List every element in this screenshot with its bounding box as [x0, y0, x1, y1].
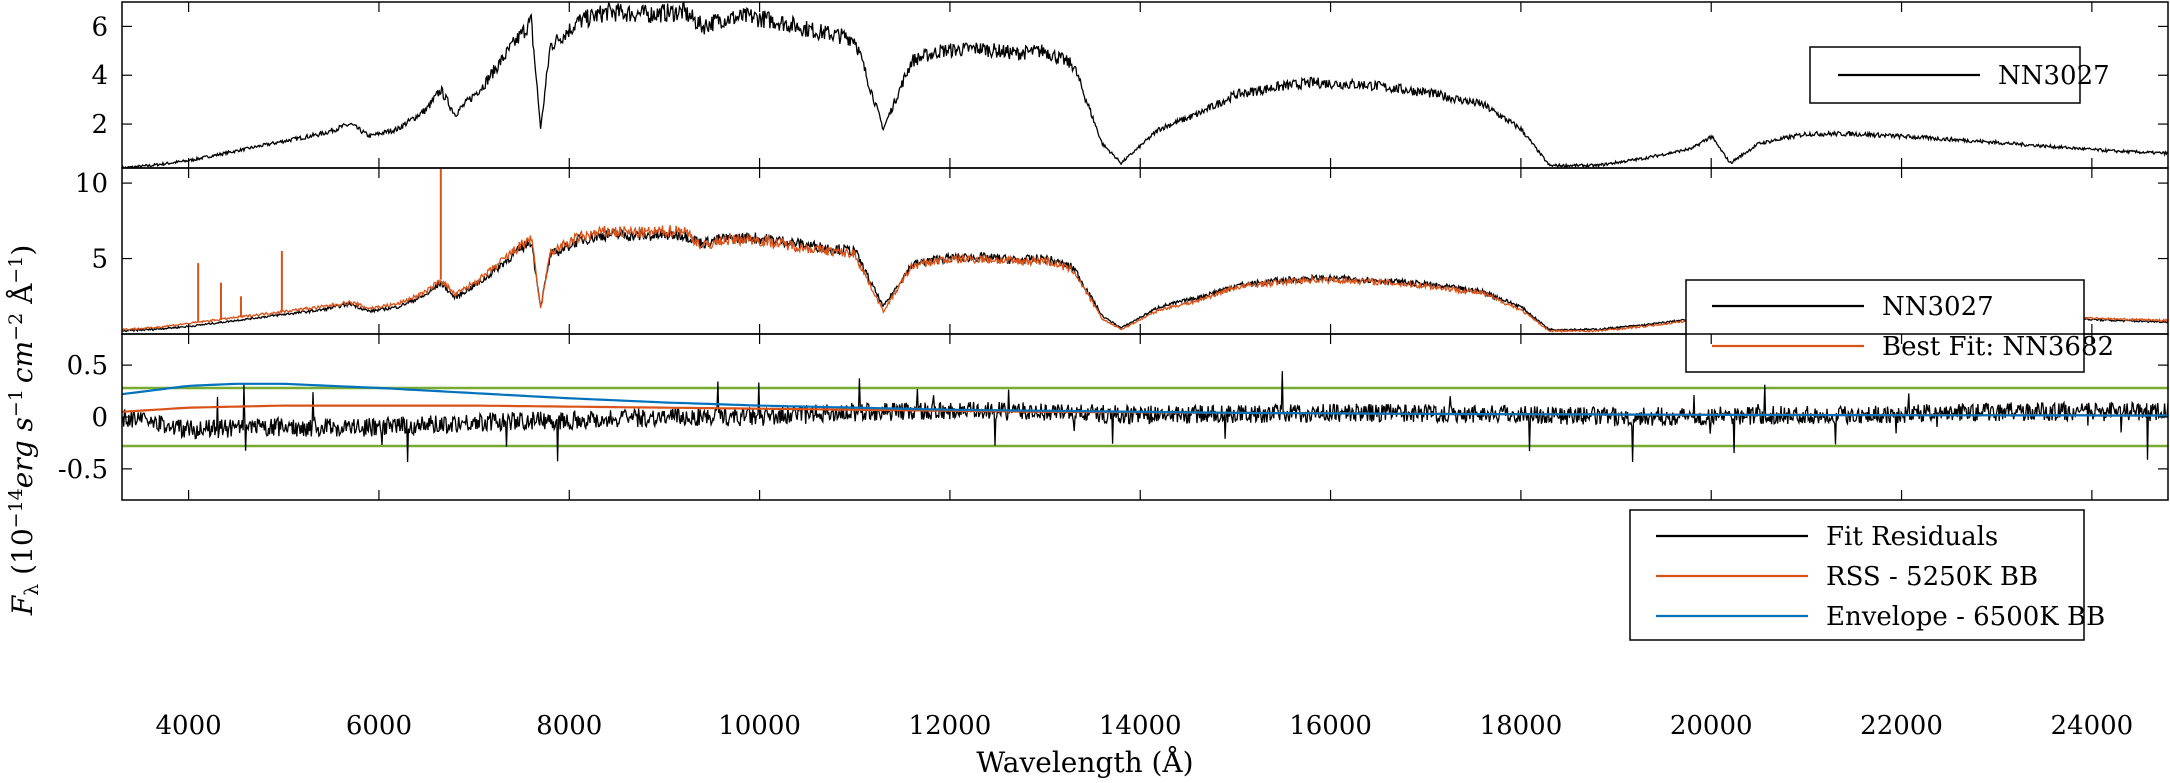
- x-tick-label: 20000: [1670, 711, 1753, 741]
- y-axis-label: Fλ (10−14erg s−1cm−2 Å−1): [5, 245, 43, 617]
- series-envelope-6500k-bb: [122, 382, 2168, 417]
- series-nn3027: [122, 2, 2168, 168]
- y-tick-label: 6: [91, 12, 108, 42]
- panel-1: 2 4 6 NN3027: [91, 1, 2169, 169]
- y-tick-label: -0.5: [58, 455, 108, 485]
- legend-box: [1685, 279, 2085, 373]
- plot-area: [122, 2, 2168, 168]
- y-tick-label: 4: [91, 61, 108, 91]
- legend-label: Best Fit: NN3682: [1882, 332, 2114, 362]
- y-tick-label: 5: [91, 245, 108, 275]
- legend-label: Fit Residuals: [1826, 522, 1998, 552]
- legend-label: RSS - 5250K BB: [1826, 562, 2038, 592]
- legend: NN3027 Best Fit: NN3682: [1685, 279, 2114, 373]
- plot-area: [122, 371, 2168, 463]
- x-tick-label: 18000: [1480, 711, 1563, 741]
- x-tick-label: 10000: [718, 711, 801, 741]
- panel-2: 5 10 NN3027 Best Fit: NN3682: [75, 167, 2169, 373]
- y-tick-label: 10: [75, 169, 108, 199]
- y-tick-label: 2: [91, 110, 108, 140]
- x-tick-label: 6000: [346, 711, 412, 741]
- x-tick-label: 14000: [1099, 711, 1182, 741]
- y-tick-label: 0: [91, 403, 108, 433]
- legend: NN3027: [1809, 46, 2110, 104]
- series-fit-residuals: [122, 371, 2168, 463]
- x-tick-label: 24000: [2051, 711, 2134, 741]
- legend: Fit Residuals RSS - 5250K BB Envelope - 65…: [1629, 509, 2105, 641]
- x-tick-label: 8000: [536, 711, 602, 741]
- legend-label: NN3027: [1882, 292, 1994, 322]
- x-tick-label: 12000: [909, 711, 992, 741]
- legend-label: NN3027: [1998, 61, 2110, 91]
- x-tick-label: 22000: [1860, 711, 1943, 741]
- x-tick-label: 16000: [1289, 711, 1372, 741]
- x-axis-label: Wavelength (Å): [976, 746, 1193, 779]
- panel-3: -0.5 0 0.5 Fit Residuals RSS - 5250K BB Envel…: [58, 333, 2169, 641]
- y-tick-label: 0.5: [67, 351, 108, 381]
- panels-layer: 2 4 6 NN3027 5 10 NN3027 Best Fit: NN3682 -0.5 0 0…: [58, 1, 2169, 641]
- legend-label: Envelope - 6500K BB: [1826, 602, 2105, 632]
- shared-x-axis: 4000 6000 8000 10000 12000 14000 16000 18000 200…: [156, 711, 2134, 741]
- x-tick-label: 4000: [156, 711, 222, 741]
